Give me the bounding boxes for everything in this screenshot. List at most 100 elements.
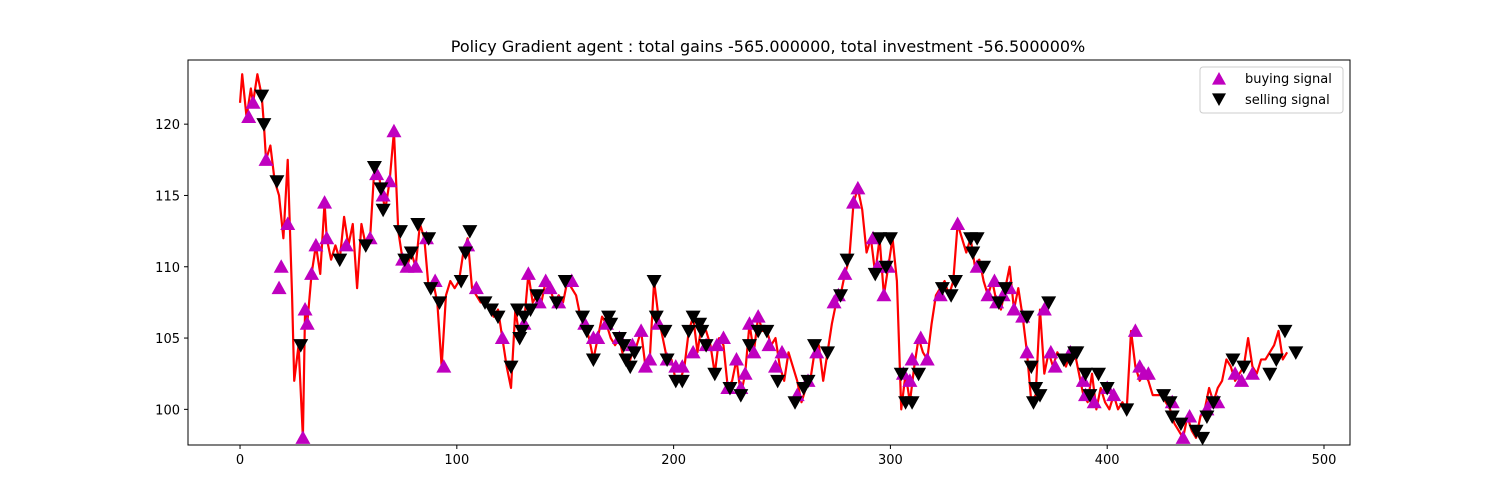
buy-signal-marker	[564, 273, 580, 288]
buy-signal-marker	[904, 351, 920, 366]
sell-signal-marker	[627, 346, 643, 360]
legend: buying signal selling signal	[1199, 66, 1344, 114]
buy-signal-marker	[271, 280, 287, 295]
sell-signal-marker	[549, 296, 565, 310]
sell-signal-marker	[269, 175, 285, 189]
sell-signal-marker	[1082, 389, 1098, 403]
legend-buy-triangle	[1212, 72, 1226, 85]
sell-signal-marker	[1262, 367, 1278, 382]
sell-signal-marker	[579, 324, 595, 339]
buy-signal-marker	[1175, 430, 1191, 444]
sell-signal-marker	[1119, 403, 1135, 417]
y-tick-label: 105	[155, 332, 180, 347]
sell-signal-marker	[698, 339, 714, 353]
buy-signal-marker	[1047, 359, 1063, 373]
sell-signal-marker	[1205, 396, 1221, 410]
sell-signal-marker	[722, 381, 738, 396]
sell-signal-marker	[1025, 396, 1041, 410]
buy-signal-marker	[865, 230, 881, 245]
legend-sell-marker	[1212, 93, 1226, 106]
sell-signal-marker	[616, 339, 632, 353]
sell-signal-marker	[421, 232, 437, 246]
sell-signal-marker	[1069, 346, 1085, 360]
legend-buy-marker	[1212, 72, 1226, 85]
sell-signal-marker	[1164, 410, 1180, 424]
buy-signal-marker	[986, 273, 1002, 288]
buy-signal-marker	[468, 280, 484, 295]
sell-signal-marker	[807, 339, 823, 353]
sell-signal-marker	[965, 246, 981, 260]
buy-signal-marker	[258, 152, 274, 166]
sell-signal-marker	[878, 260, 894, 275]
sell-signal-marker	[601, 310, 617, 325]
x-tick-label: 400	[1095, 453, 1120, 468]
buy-signal-marker	[950, 216, 966, 230]
sell-signal-marker	[490, 310, 506, 325]
sell-signal-marker	[1099, 381, 1115, 396]
buy-signal-marker	[386, 123, 402, 138]
buy-signal-marker	[919, 351, 935, 366]
sell-signal-marker	[947, 275, 963, 289]
sell-signal-marker	[603, 317, 619, 332]
buy-signal-marker	[299, 316, 315, 330]
sell-signal-marker	[622, 360, 638, 375]
sell-signal-marker	[1268, 353, 1284, 367]
sell-signal-marker	[969, 232, 985, 246]
buy-signal-marker	[295, 430, 311, 444]
sell-signal-marker	[1028, 381, 1044, 396]
sell-signal-marker	[332, 253, 348, 268]
sell-signal-marker	[694, 324, 710, 339]
chart-title: Policy Gradient agent : total gains -565…	[451, 37, 1086, 56]
x-tick-label: 0	[236, 453, 244, 468]
buy-signal-marker	[715, 330, 731, 345]
sell-signal-marker	[462, 225, 478, 239]
buy-signal-marker	[369, 166, 385, 181]
sell-signal-marker	[523, 303, 539, 318]
buy-signal-marker	[837, 266, 853, 280]
sell-signal-marker	[1188, 424, 1204, 439]
buy-signal-marker	[637, 359, 653, 373]
sell-signal-marker	[1019, 310, 1035, 325]
buy-signal-marker	[297, 302, 313, 316]
sell-signal-marker	[611, 332, 627, 346]
buy-signal-marker	[932, 287, 948, 302]
sell-signal-marker	[1195, 431, 1211, 446]
sell-signal-marker	[733, 389, 749, 403]
buy-signal-marker	[304, 266, 320, 280]
sell-signal-marker	[685, 310, 701, 325]
sell-signal-marker	[1225, 353, 1241, 367]
sell-signal-marker	[457, 246, 473, 260]
buy-signal-marker	[245, 95, 261, 109]
sell-signal-marker	[1162, 396, 1178, 410]
sell-signal-marker	[256, 118, 272, 132]
buy-signal-marker	[750, 309, 766, 323]
sell-signal-marker	[575, 310, 591, 325]
sell-signal-marker	[529, 289, 545, 303]
sell-signal-marker	[375, 203, 391, 218]
sell-signal-marker	[423, 282, 439, 296]
sell-signal-marker	[1023, 360, 1039, 375]
sell-signal-marker	[659, 353, 675, 367]
price-line	[238, 73, 1289, 439]
sell-signal-marker	[1236, 360, 1252, 375]
buy-signal-marker	[980, 287, 996, 302]
buy-signal-marker	[768, 359, 784, 373]
sell-signal-marker	[484, 303, 500, 318]
sell-signal-marker	[1032, 389, 1048, 403]
sell-signal-marker	[820, 346, 836, 360]
sell-signal-marker	[833, 289, 849, 303]
buy-signal-marker	[338, 237, 354, 252]
buy-signal-marker	[590, 330, 606, 345]
sell-signal-marker	[692, 317, 708, 332]
sell-signal-marker	[882, 232, 898, 246]
sell-signal-marker	[911, 367, 927, 382]
sell-signal-marker	[585, 353, 601, 367]
sell-signal-marker	[1288, 346, 1304, 360]
plot-frame	[187, 59, 1351, 446]
sell-signal-marker	[904, 396, 920, 410]
sell-signal-marker	[741, 339, 757, 353]
buy-signal-marker	[1086, 394, 1102, 409]
sell-signal-marker	[997, 282, 1013, 296]
buy-signal-marker	[542, 280, 558, 295]
